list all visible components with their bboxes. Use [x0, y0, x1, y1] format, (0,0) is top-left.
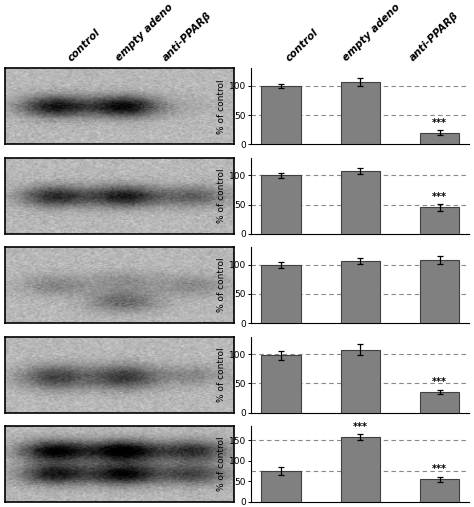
Text: ***: *** [432, 464, 447, 474]
Bar [340, 437, 380, 502]
Text: anti-PPARβ: anti-PPARβ [408, 11, 461, 63]
Bar [261, 175, 301, 234]
Bar [261, 355, 301, 413]
Text: empty adeno: empty adeno [341, 3, 402, 63]
Y-axis label: % of control: % of control [217, 258, 226, 312]
Bar [420, 480, 459, 502]
Text: control: control [66, 27, 103, 63]
Bar [261, 471, 301, 502]
Bar [340, 261, 380, 323]
Bar [340, 82, 380, 144]
Bar [261, 86, 301, 144]
Text: ***: *** [432, 378, 447, 387]
Text: control: control [284, 27, 321, 63]
Text: ***: *** [432, 192, 447, 202]
Text: empty adeno: empty adeno [114, 3, 175, 63]
Text: ***: *** [432, 118, 447, 128]
Bar [420, 392, 459, 413]
Text: anti-PPARβ: anti-PPARβ [161, 11, 214, 63]
Y-axis label: % of control: % of control [217, 347, 226, 402]
Y-axis label: % of control: % of control [217, 79, 226, 134]
Bar [340, 171, 380, 234]
Bar [340, 349, 380, 413]
Bar [420, 132, 459, 144]
Bar [420, 207, 459, 234]
Y-axis label: % of control: % of control [217, 437, 226, 491]
Bar [420, 260, 459, 323]
Text: ***: *** [353, 422, 368, 431]
Bar [261, 265, 301, 323]
Y-axis label: % of control: % of control [217, 168, 226, 223]
